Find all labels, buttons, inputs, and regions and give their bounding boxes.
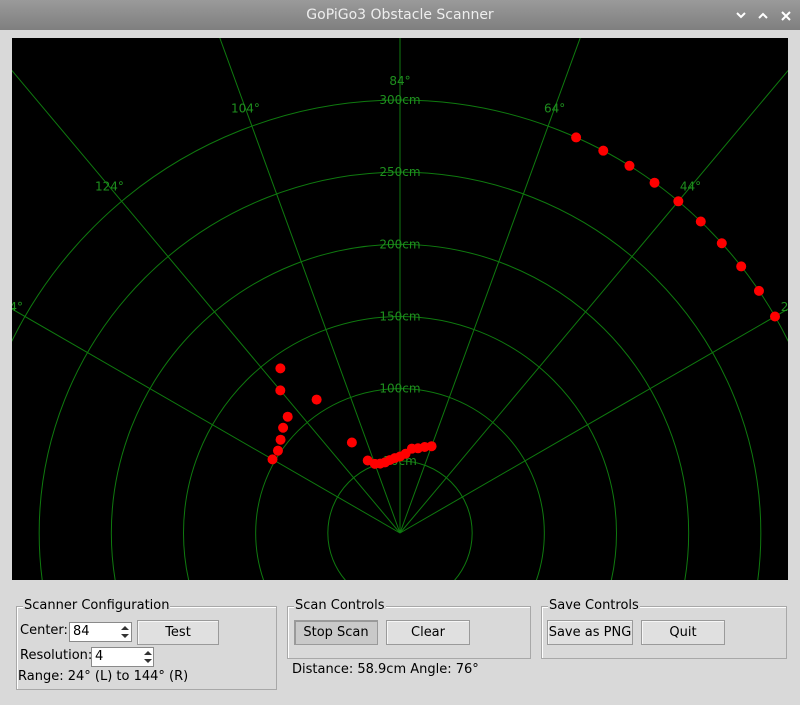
resolution-label: Resolution: <box>20 648 93 663</box>
scan-point <box>695 216 706 227</box>
ring-label: 200cm <box>379 237 420 251</box>
angle-line <box>399 69 788 534</box>
scan-point <box>278 422 289 433</box>
angle-line <box>12 308 401 534</box>
scan-point <box>275 385 286 396</box>
scan-point <box>673 196 684 207</box>
center-label: Center: <box>20 623 68 638</box>
scan-point <box>716 238 727 249</box>
scan-point <box>426 441 437 452</box>
angle-line <box>12 69 401 534</box>
scan-point <box>282 411 293 422</box>
scan-point <box>311 394 322 405</box>
ring-label: 150cm <box>379 310 420 324</box>
group-title: Scan Controls <box>294 598 386 614</box>
resolution-spinbox[interactable]: 4 <box>91 647 154 667</box>
angle-label: 24° <box>781 300 788 314</box>
title-bar: GoPiGo3 Obstacle Scanner <box>0 0 800 30</box>
scan-point <box>753 285 764 296</box>
quit-button[interactable]: Quit <box>641 620 725 645</box>
ring-label: 300cm <box>379 93 420 107</box>
scan-point <box>736 261 747 272</box>
angle-label: 144° <box>12 300 23 314</box>
ring-label: 100cm <box>379 382 420 396</box>
angle-line <box>399 38 581 534</box>
scan-point <box>598 145 609 156</box>
angle-label: 44° <box>680 180 701 194</box>
spin-arrows[interactable] <box>143 649 153 665</box>
angle-label: 124° <box>95 180 124 194</box>
save-controls-group: Save Controls <box>541 598 787 659</box>
angle-line <box>219 38 401 534</box>
scan-point <box>272 445 283 456</box>
stop-scan-button[interactable]: Stop Scan <box>294 620 378 645</box>
clear-button[interactable]: Clear <box>386 620 470 645</box>
angle-label: 84° <box>389 74 410 88</box>
group-title: Scanner Configuration <box>23 598 171 614</box>
angle-line <box>399 308 788 534</box>
scanner-configuration-group: Scanner Configuration <box>16 598 277 690</box>
angle-label: 64° <box>544 101 565 115</box>
group-title: Save Controls <box>548 598 640 614</box>
center-spinbox[interactable]: 84 <box>69 622 132 642</box>
spin-arrows[interactable] <box>120 624 130 640</box>
scan-point <box>769 311 780 322</box>
window-title: GoPiGo3 Obstacle Scanner <box>306 7 494 23</box>
scan-canvas: 50cm100cm150cm200cm250cm300cm24°44°64°84… <box>12 38 788 580</box>
scan-controls-group: Scan Controls <box>287 598 531 659</box>
status-label: Distance: 58.9cm Angle: 76° <box>292 662 479 677</box>
scan-point <box>624 160 635 171</box>
window-buttons[interactable] <box>730 8 794 24</box>
scan-point <box>346 437 357 448</box>
scan-point <box>275 434 286 445</box>
scan-point <box>649 177 660 188</box>
ring-label: 250cm <box>379 165 420 179</box>
scan-point <box>275 363 286 374</box>
range-label: Range: 24° (L) to 144° (R) <box>18 669 189 684</box>
angle-label: 104° <box>231 101 260 115</box>
save-png-button[interactable]: Save as PNG <box>547 620 633 645</box>
scan-point <box>571 132 582 143</box>
test-button[interactable]: Test <box>137 620 219 645</box>
scan-point <box>267 454 278 465</box>
